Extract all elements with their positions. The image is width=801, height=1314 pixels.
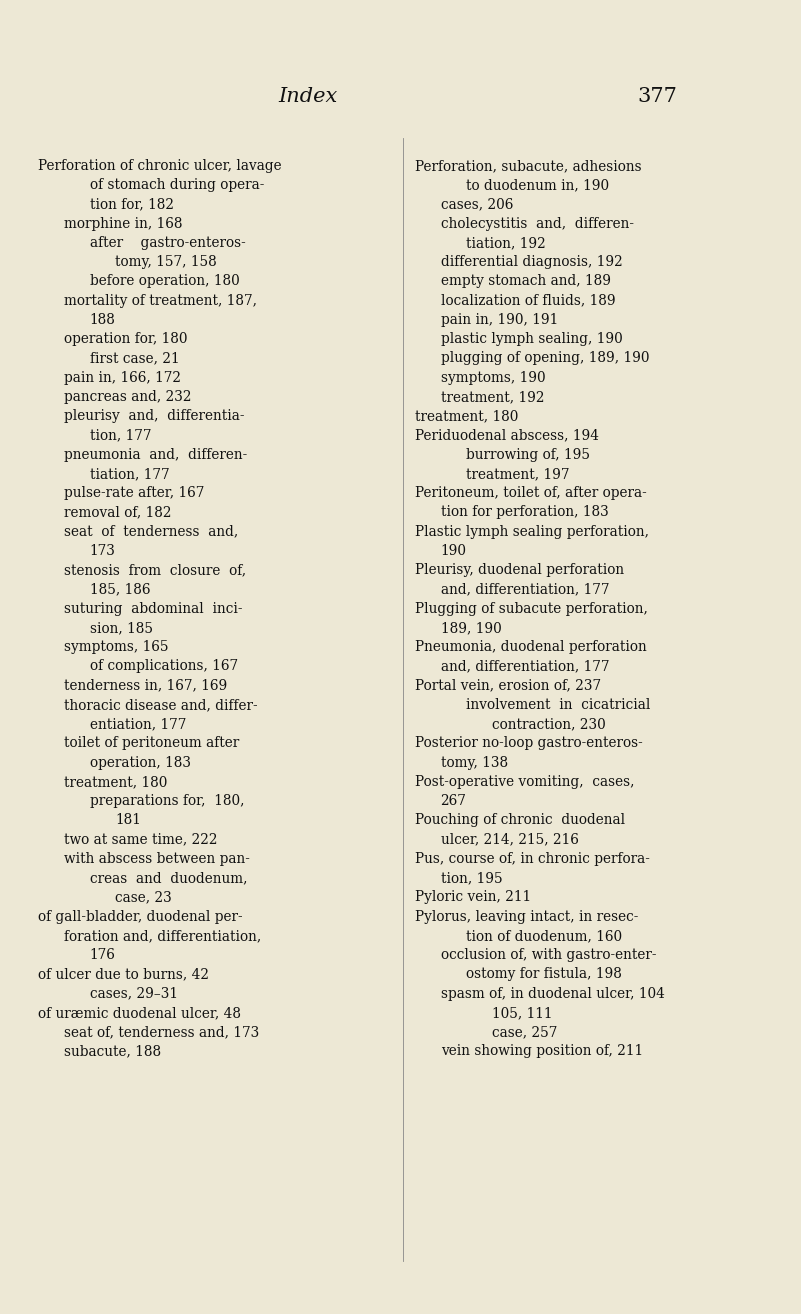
Text: removal of, 182: removal of, 182 bbox=[64, 506, 171, 519]
Text: after    gastro-enteros-: after gastro-enteros- bbox=[90, 237, 245, 250]
Text: with abscess between pan-: with abscess between pan- bbox=[64, 851, 250, 866]
Text: treatment, 197: treatment, 197 bbox=[466, 466, 570, 481]
Text: pleurisy  and,  differentia-: pleurisy and, differentia- bbox=[64, 409, 244, 423]
Text: tenderness in, 167, 169: tenderness in, 167, 169 bbox=[64, 679, 227, 692]
Text: cases, 29–31: cases, 29–31 bbox=[90, 987, 178, 1001]
Text: 185, 186: 185, 186 bbox=[90, 582, 151, 597]
Text: tion, 177: tion, 177 bbox=[90, 428, 151, 443]
Text: tiation, 192: tiation, 192 bbox=[466, 237, 546, 250]
Text: cases, 206: cases, 206 bbox=[441, 197, 513, 212]
Text: stenosis  from  closure  of,: stenosis from closure of, bbox=[64, 564, 246, 577]
Text: occlusion of, with gastro-enter-: occlusion of, with gastro-enter- bbox=[441, 949, 656, 962]
Text: 173: 173 bbox=[90, 544, 115, 558]
Text: involvement  in  cicatricial: involvement in cicatricial bbox=[466, 698, 650, 712]
Text: Pneumonia, duodenal perforation: Pneumonia, duodenal perforation bbox=[415, 640, 646, 654]
Text: Portal vein, erosion of, 237: Portal vein, erosion of, 237 bbox=[415, 679, 601, 692]
Text: spasm of, in duodenal ulcer, 104: spasm of, in duodenal ulcer, 104 bbox=[441, 987, 664, 1001]
Text: treatment, 192: treatment, 192 bbox=[441, 390, 544, 403]
Text: localization of fluids, 189: localization of fluids, 189 bbox=[441, 294, 615, 307]
Text: treatment, 180: treatment, 180 bbox=[64, 775, 167, 788]
Text: Index: Index bbox=[279, 88, 338, 106]
Text: Plastic lymph sealing perforation,: Plastic lymph sealing perforation, bbox=[415, 524, 649, 539]
Text: ostomy for fistula, 198: ostomy for fistula, 198 bbox=[466, 967, 622, 982]
Text: of complications, 167: of complications, 167 bbox=[90, 660, 238, 674]
Text: 190: 190 bbox=[441, 544, 466, 558]
Text: Pylorus, leaving intact, in resec-: Pylorus, leaving intact, in resec- bbox=[415, 909, 638, 924]
Text: of ulcer due to burns, 42: of ulcer due to burns, 42 bbox=[38, 967, 209, 982]
Text: Peritoneum, toilet of, after opera-: Peritoneum, toilet of, after opera- bbox=[415, 486, 646, 501]
Text: subacute, 188: subacute, 188 bbox=[64, 1045, 161, 1059]
Text: pneumonia  and,  differen-: pneumonia and, differen- bbox=[64, 448, 248, 461]
Text: operation for, 180: operation for, 180 bbox=[64, 332, 187, 347]
Text: foration and, differentiation,: foration and, differentiation, bbox=[64, 929, 261, 943]
Text: operation, 183: operation, 183 bbox=[90, 756, 191, 770]
Text: to duodenum in, 190: to duodenum in, 190 bbox=[466, 179, 610, 192]
Text: suturing  abdominal  inci-: suturing abdominal inci- bbox=[64, 602, 243, 616]
Text: of gall-bladder, duodenal per-: of gall-bladder, duodenal per- bbox=[38, 909, 243, 924]
Text: tomy, 157, 158: tomy, 157, 158 bbox=[115, 255, 217, 269]
Text: first case, 21: first case, 21 bbox=[90, 352, 179, 365]
Text: Periduodenal abscess, 194: Periduodenal abscess, 194 bbox=[415, 428, 599, 443]
Text: symptoms, 190: symptoms, 190 bbox=[441, 371, 545, 385]
Text: contraction, 230: contraction, 230 bbox=[492, 717, 606, 732]
Text: seat  of  tenderness  and,: seat of tenderness and, bbox=[64, 524, 239, 539]
Text: Perforation, subacute, adhesions: Perforation, subacute, adhesions bbox=[415, 159, 642, 173]
Text: differential diagnosis, 192: differential diagnosis, 192 bbox=[441, 255, 622, 269]
Text: pain in, 166, 172: pain in, 166, 172 bbox=[64, 371, 181, 385]
Text: symptoms, 165: symptoms, 165 bbox=[64, 640, 168, 654]
Text: cholecystitis  and,  differen-: cholecystitis and, differen- bbox=[441, 217, 634, 231]
Text: and, differentiation, 177: and, differentiation, 177 bbox=[441, 582, 609, 597]
Text: tiation, 177: tiation, 177 bbox=[90, 466, 169, 481]
Text: burrowing of, 195: burrowing of, 195 bbox=[466, 448, 590, 461]
Text: Posterior no-loop gastro-enteros-: Posterior no-loop gastro-enteros- bbox=[415, 737, 642, 750]
Text: mortality of treatment, 187,: mortality of treatment, 187, bbox=[64, 294, 257, 307]
Text: plastic lymph sealing, 190: plastic lymph sealing, 190 bbox=[441, 332, 622, 347]
Text: sion, 185: sion, 185 bbox=[90, 622, 153, 635]
Text: case, 257: case, 257 bbox=[492, 1025, 557, 1039]
Text: 181: 181 bbox=[115, 813, 141, 828]
Text: seat of, tenderness and, 173: seat of, tenderness and, 173 bbox=[64, 1025, 260, 1039]
Text: ulcer, 214, 215, 216: ulcer, 214, 215, 216 bbox=[441, 833, 578, 846]
Text: entiation, 177: entiation, 177 bbox=[90, 717, 186, 732]
Text: case, 23: case, 23 bbox=[115, 891, 172, 904]
Text: Pleurisy, duodenal perforation: Pleurisy, duodenal perforation bbox=[415, 564, 624, 577]
Text: treatment, 180: treatment, 180 bbox=[415, 409, 518, 423]
Text: tomy, 138: tomy, 138 bbox=[441, 756, 508, 770]
Text: Plugging of subacute perforation,: Plugging of subacute perforation, bbox=[415, 602, 648, 616]
Text: before operation, 180: before operation, 180 bbox=[90, 275, 239, 289]
Text: 105, 111: 105, 111 bbox=[492, 1007, 553, 1020]
Text: Pus, course of, in chronic perfora-: Pus, course of, in chronic perfora- bbox=[415, 851, 650, 866]
Text: tion for perforation, 183: tion for perforation, 183 bbox=[441, 506, 608, 519]
Text: Perforation of chronic ulcer, lavage: Perforation of chronic ulcer, lavage bbox=[38, 159, 282, 173]
Text: pulse-rate after, 167: pulse-rate after, 167 bbox=[64, 486, 204, 501]
Text: of stomach during opera-: of stomach during opera- bbox=[90, 179, 264, 192]
Text: empty stomach and, 189: empty stomach and, 189 bbox=[441, 275, 610, 289]
Text: Pyloric vein, 211: Pyloric vein, 211 bbox=[415, 891, 531, 904]
Text: vein showing position of, 211: vein showing position of, 211 bbox=[441, 1045, 642, 1059]
Text: pancreas and, 232: pancreas and, 232 bbox=[64, 390, 191, 403]
Text: 176: 176 bbox=[90, 949, 115, 962]
Text: tion for, 182: tion for, 182 bbox=[90, 197, 174, 212]
Text: morphine in, 168: morphine in, 168 bbox=[64, 217, 183, 231]
Text: 188: 188 bbox=[90, 313, 115, 327]
Text: and, differentiation, 177: and, differentiation, 177 bbox=[441, 660, 609, 674]
Text: tion, 195: tion, 195 bbox=[441, 871, 502, 886]
Text: Post-operative vomiting,  cases,: Post-operative vomiting, cases, bbox=[415, 775, 634, 788]
Text: pain in, 190, 191: pain in, 190, 191 bbox=[441, 313, 557, 327]
Text: preparations for,  180,: preparations for, 180, bbox=[90, 794, 244, 808]
Text: of uræmic duodenal ulcer, 48: of uræmic duodenal ulcer, 48 bbox=[38, 1007, 241, 1020]
Text: plugging of opening, 189, 190: plugging of opening, 189, 190 bbox=[441, 352, 649, 365]
Text: thoracic disease and, differ-: thoracic disease and, differ- bbox=[64, 698, 258, 712]
Text: 267: 267 bbox=[441, 794, 466, 808]
Text: two at same time, 222: two at same time, 222 bbox=[64, 833, 218, 846]
Text: Pouching of chronic  duodenal: Pouching of chronic duodenal bbox=[415, 813, 625, 828]
Text: 377: 377 bbox=[637, 88, 677, 106]
Text: 189, 190: 189, 190 bbox=[441, 622, 501, 635]
Text: creas  and  duodenum,: creas and duodenum, bbox=[90, 871, 248, 886]
Text: toilet of peritoneum after: toilet of peritoneum after bbox=[64, 737, 239, 750]
Text: tion of duodenum, 160: tion of duodenum, 160 bbox=[466, 929, 622, 943]
